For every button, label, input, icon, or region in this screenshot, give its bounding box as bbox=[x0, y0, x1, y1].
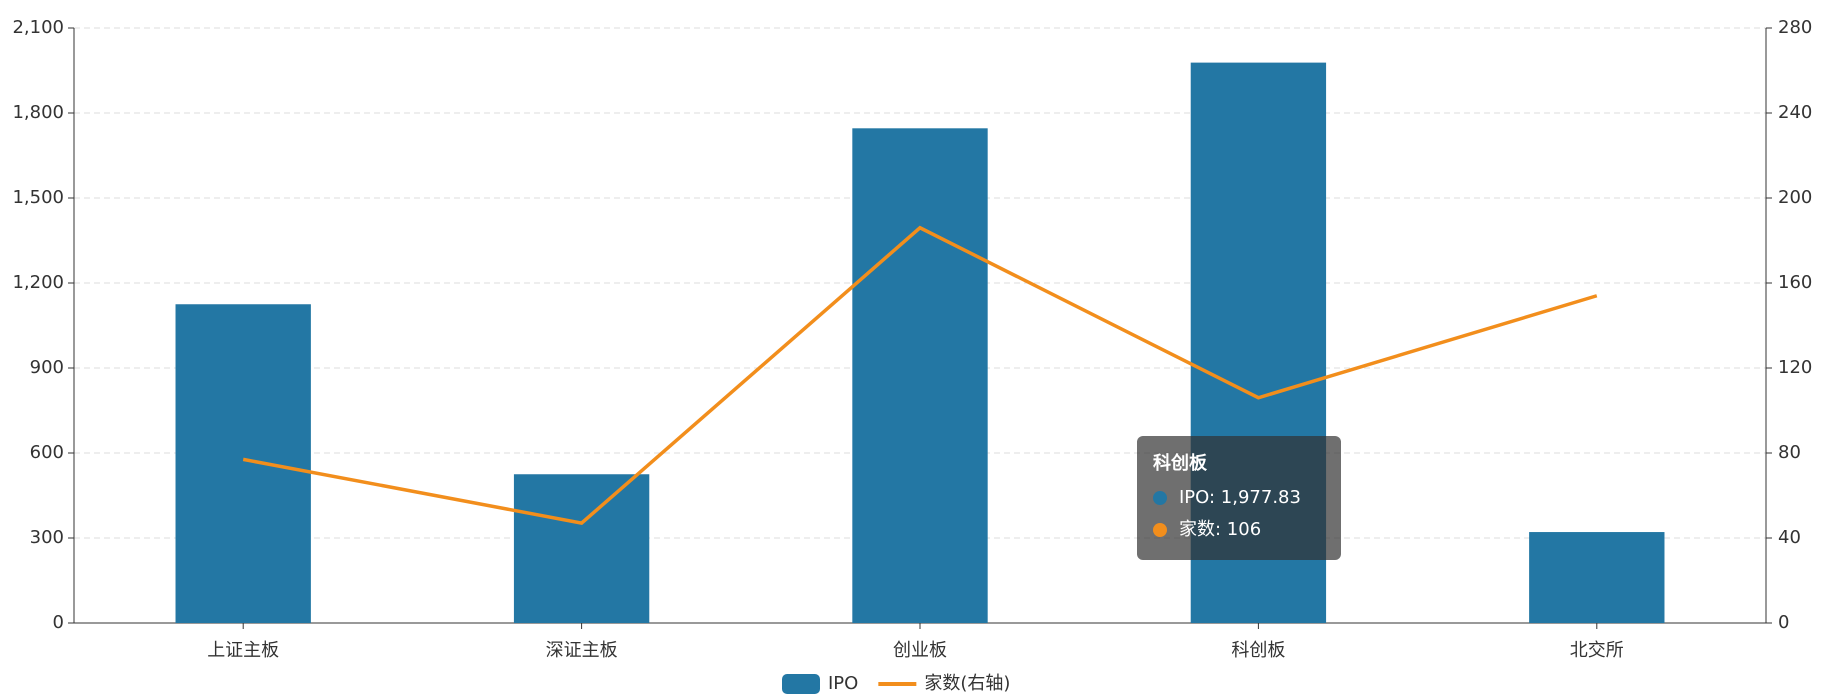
y2-tick-label: 120 bbox=[1778, 357, 1812, 378]
y-tick-label: 0 bbox=[53, 612, 64, 633]
bar bbox=[1529, 532, 1665, 623]
legend-label: 家数(右轴) bbox=[924, 673, 1010, 694]
y2-tick-label: 0 bbox=[1778, 612, 1789, 633]
y2-tick-label: 280 bbox=[1778, 17, 1812, 38]
bar bbox=[513, 474, 650, 623]
y2-tick-label: 80 bbox=[1778, 442, 1801, 463]
tooltip-title: 科创板 bbox=[1153, 452, 1208, 474]
x-tick-label: 上证主板 bbox=[207, 640, 279, 661]
tooltip-line: IPO: 1,977.83 bbox=[1179, 487, 1301, 508]
y-tick-label: 600 bbox=[30, 442, 64, 463]
y-tick-label: 1,500 bbox=[12, 187, 64, 208]
y-tick-label: 1,800 bbox=[12, 102, 64, 123]
x-tick-label: 北交所 bbox=[1570, 640, 1624, 661]
tooltip-line: 家数: 106 bbox=[1179, 519, 1261, 540]
x-tick-label: 创业板 bbox=[893, 640, 947, 661]
y2-tick-label: 160 bbox=[1778, 272, 1812, 293]
legend-label: IPO bbox=[828, 673, 858, 694]
y-tick-label: 300 bbox=[30, 527, 64, 548]
legend-swatch bbox=[782, 674, 820, 694]
bar bbox=[175, 304, 311, 623]
y-tick-label: 2,100 bbox=[12, 17, 64, 38]
bar bbox=[852, 128, 988, 624]
y-tick-label: 900 bbox=[30, 357, 64, 378]
y2-tick-label: 240 bbox=[1778, 102, 1812, 123]
y-tick-label: 1,200 bbox=[12, 272, 64, 293]
tooltip-dot bbox=[1153, 491, 1167, 505]
line bbox=[242, 225, 1598, 526]
y2-tick-label: 200 bbox=[1778, 187, 1812, 208]
tooltip-box bbox=[1137, 436, 1341, 560]
x-tick-label: 深证主板 bbox=[546, 640, 618, 661]
tooltip-dot bbox=[1153, 523, 1167, 537]
y2-tick-label: 40 bbox=[1778, 527, 1801, 548]
x-tick-label: 科创板 bbox=[1231, 640, 1285, 661]
